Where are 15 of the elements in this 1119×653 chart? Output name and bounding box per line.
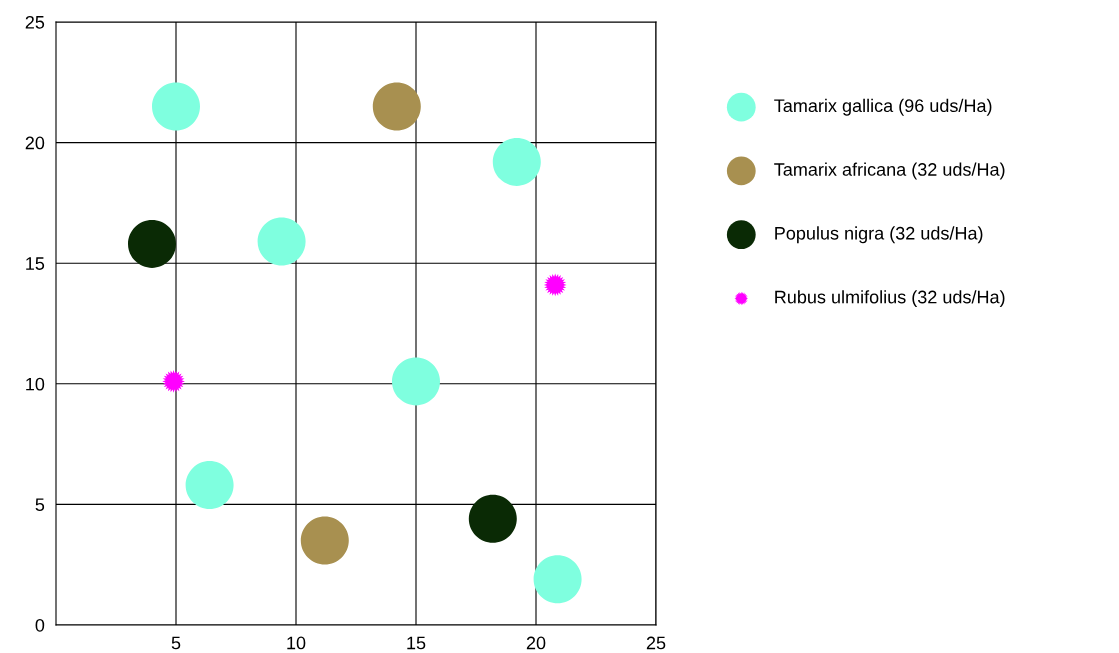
- y-tick-label: 20: [25, 136, 45, 150]
- legend-label: Rubus ulmifolius (32 uds/Ha): [775, 290, 1005, 307]
- x-tick-label: 20: [526, 636, 546, 650]
- x-tick-label: 5: [171, 636, 181, 650]
- y-tick-label: 15: [26, 257, 45, 270]
- x-tick-label: 15: [407, 636, 426, 650]
- legend-label: Tamarix gallica (96 uds/Ha): [774, 98, 992, 116]
- y-tick-label: 0: [35, 618, 45, 632]
- legend-label: Tamarix africana (32 uds/Ha): [774, 162, 1005, 180]
- x-tick-label: 25: [646, 636, 666, 650]
- y-tick-label: 10: [26, 377, 45, 391]
- x-tick-label: 10: [287, 636, 306, 650]
- y-tick-label: 25: [25, 15, 45, 29]
- y-tick-label: 5: [35, 498, 45, 512]
- legend-label: Populus nigra (32 uds/Ha): [775, 226, 983, 244]
